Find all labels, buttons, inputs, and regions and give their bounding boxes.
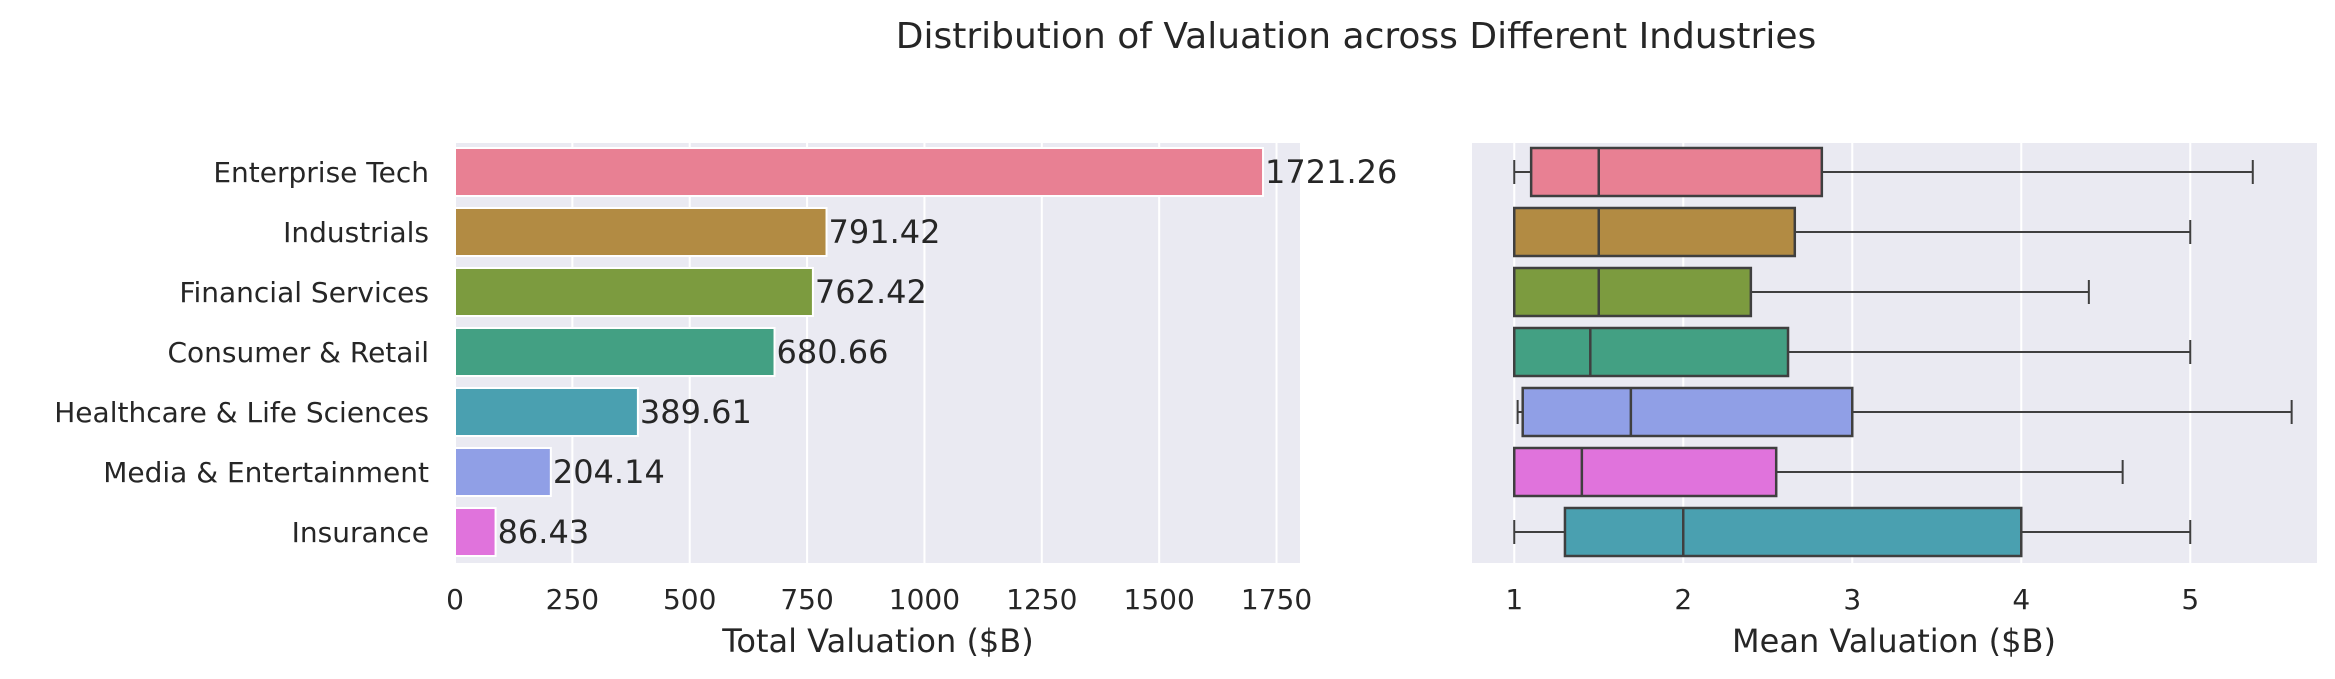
bar-value-label: 1721.26 <box>1265 153 1397 191</box>
figure-title: Distribution of Valuation across Differe… <box>896 16 1817 57</box>
box-chart-x-tick-label: 4 <box>2012 583 2030 616</box>
category-label: Consumer & Retail <box>167 336 429 369</box>
bar-chart-x-tick-label: 500 <box>663 583 716 616</box>
box-plot-item <box>1513 146 2254 198</box>
bar-chart-panel: 1721.26 791.42 762.42 680.66 389.61 204.14 86.… <box>54 143 1397 660</box>
box-chart-x-tick-label: 5 <box>2181 583 2199 616</box>
category-label: Financial Services <box>179 276 429 309</box>
box-chart-x-axis-label: Mean Valuation ($B) <box>1732 622 2056 660</box>
box <box>1513 206 1797 258</box>
box-chart-x-tick-label: 1 <box>1505 583 1523 616</box>
category-label: Media & Entertainment <box>103 456 429 489</box>
box <box>1563 506 2023 558</box>
box-plot-item <box>1513 326 2192 378</box>
bar-chart-x-tick-label: 250 <box>546 583 599 616</box>
bar-chart-x-tick-label: 750 <box>780 583 833 616</box>
bar-chart-x-tick-label: 1500 <box>1124 583 1195 616</box>
box-plot-item <box>1513 266 2090 318</box>
bar-chart-x-tick-label: 1750 <box>1241 583 1312 616</box>
bar <box>454 447 552 497</box>
bar <box>454 207 828 257</box>
bar-value-label: 680.66 <box>777 333 889 371</box>
bar-chart-x-tick-label: 1000 <box>889 583 960 616</box>
box-chart-x-tick-label: 2 <box>1674 583 1692 616</box>
category-label: Enterprise Tech <box>213 156 429 189</box>
bar-chart-category-labels: Enterprise Tech Industrials Financial Serv… <box>54 156 429 549</box>
box-chart-x-tick-labels: 1 2 3 4 5 <box>1505 583 2199 616</box>
bar-chart-x-axis-label: Total Valuation ($B) <box>721 622 1033 660</box>
box-plot-item <box>1513 506 2192 558</box>
bar <box>454 327 776 377</box>
box-plot-item <box>1516 386 2293 438</box>
bar-chart-x-tick-labels: 0 250 500 750 1000 1250 1500 1750 <box>446 583 1312 616</box>
bar-chart-bars <box>454 147 1265 557</box>
category-label: Industrials <box>283 216 429 249</box>
box-chart-panel: 1 2 3 4 5 Mean Valuation ($B) <box>1472 143 2317 660</box>
bar <box>454 267 814 317</box>
box-plot-item <box>1513 446 2124 498</box>
bar-value-label: 86.43 <box>498 513 590 551</box>
bar-chart-x-tick-label: 0 <box>446 583 464 616</box>
category-label: Insurance <box>292 516 429 549</box>
box <box>1513 446 1778 498</box>
box-chart-x-tick-label: 3 <box>1843 583 1861 616</box>
category-label: Healthcare & Life Sciences <box>54 396 429 429</box>
bar <box>454 507 497 557</box>
bar-value-label: 762.42 <box>815 273 927 311</box>
bar-value-label: 389.61 <box>640 393 752 431</box>
box <box>1513 326 1790 378</box>
bar-chart-value-labels: 1721.26 791.42 762.42 680.66 389.61 204.14 86.… <box>498 153 1398 551</box>
box <box>1521 386 1854 438</box>
bar <box>454 147 1265 197</box>
bar-value-label: 791.42 <box>829 213 941 251</box>
box-plot-item <box>1513 206 2192 258</box>
bar <box>454 387 639 437</box>
box <box>1513 266 1753 318</box>
bar-chart-x-tick-label: 1250 <box>1006 583 1077 616</box>
box-chart-boxes <box>1513 146 2293 558</box>
bar-value-label: 204.14 <box>553 453 665 491</box>
box <box>1529 146 1824 198</box>
